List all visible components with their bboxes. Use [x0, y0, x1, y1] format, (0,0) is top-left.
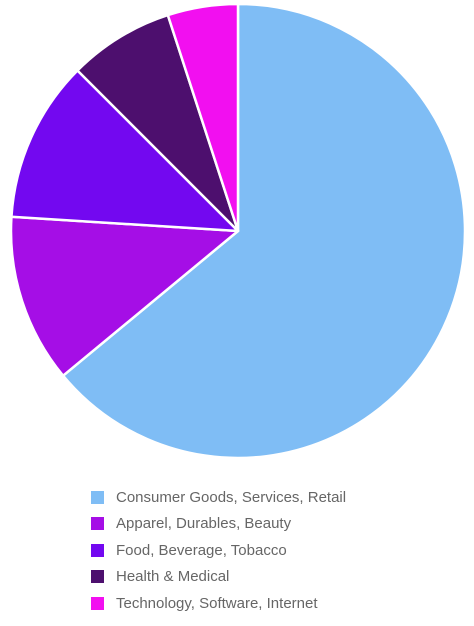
pie-slice-health-medical[interactable] [76, 13, 240, 233]
pie-slice-apparel-durables-beauty[interactable] [9, 215, 240, 377]
legend-item-health-medical[interactable]: Health & Medical [91, 564, 346, 591]
legend-swatch [91, 596, 104, 610]
pie-slice-food-beverage-tobacco[interactable] [10, 69, 240, 233]
chart-legend: Consumer Goods, Services, Retail Apparel… [91, 484, 346, 617]
legend-label: Food, Beverage, Tobacco [116, 541, 287, 559]
legend-item-technology[interactable]: Technology, Software, Internet [91, 590, 346, 617]
legend-item-apparel[interactable]: Apparel, Durables, Beauty [91, 511, 346, 538]
pie-chart [9, 2, 467, 460]
pie-slices [9, 2, 467, 460]
legend-swatch [91, 490, 104, 504]
legend-label: Technology, Software, Internet [116, 594, 318, 612]
legend-item-consumer-goods[interactable]: Consumer Goods, Services, Retail [91, 484, 346, 511]
legend-swatch [91, 517, 104, 531]
pie-slice-technology-software-internet[interactable] [166, 2, 240, 233]
legend-label: Apparel, Durables, Beauty [116, 515, 292, 533]
legend-swatch [91, 543, 104, 557]
legend-swatch [91, 570, 104, 584]
legend-label: Consumer Goods, Services, Retail [116, 488, 347, 506]
legend-item-food-beverage[interactable]: Food, Beverage, Tobacco [91, 537, 346, 564]
pie-slice-consumer-goods-services-retail[interactable] [61, 2, 467, 460]
legend-label: Health & Medical [116, 568, 230, 586]
